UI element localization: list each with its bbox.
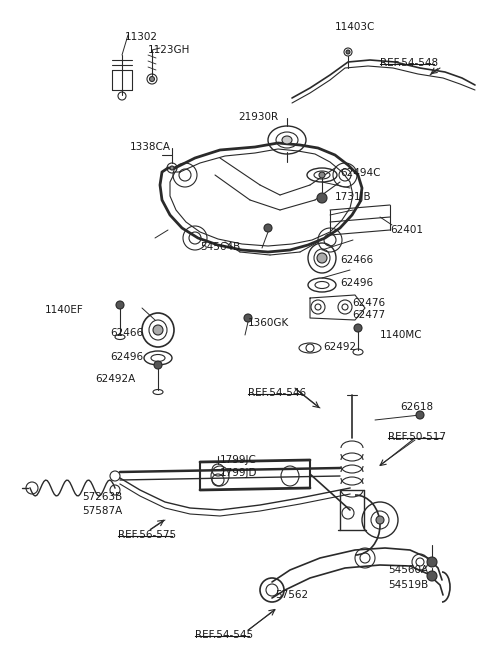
- Text: REF.54-548: REF.54-548: [380, 58, 438, 68]
- Text: 1140MC: 1140MC: [380, 330, 422, 340]
- Text: 21930R: 21930R: [238, 112, 278, 122]
- Text: 62466: 62466: [110, 328, 143, 338]
- Circle shape: [346, 50, 350, 54]
- Text: 62492: 62492: [323, 342, 356, 352]
- Text: 57587A: 57587A: [82, 506, 122, 516]
- Text: 62496: 62496: [110, 352, 143, 362]
- Text: REF.50-517: REF.50-517: [388, 432, 446, 442]
- Text: 11403C: 11403C: [335, 22, 375, 32]
- Text: 1799JD: 1799JD: [220, 468, 257, 478]
- Text: 62401: 62401: [390, 225, 423, 235]
- Circle shape: [376, 516, 384, 524]
- Circle shape: [149, 77, 155, 81]
- Text: 57562: 57562: [275, 590, 308, 600]
- Text: 62618: 62618: [400, 402, 433, 412]
- Text: 54564B: 54564B: [200, 242, 240, 252]
- Circle shape: [116, 301, 124, 309]
- Circle shape: [170, 166, 174, 170]
- Circle shape: [354, 324, 362, 332]
- Text: 1799JC: 1799JC: [220, 455, 257, 465]
- Text: 57263B: 57263B: [82, 492, 122, 502]
- Circle shape: [244, 314, 252, 322]
- Text: 11302: 11302: [125, 32, 158, 42]
- Text: 1140EF: 1140EF: [45, 305, 84, 315]
- Text: 54560A: 54560A: [388, 565, 428, 575]
- Circle shape: [416, 411, 424, 419]
- Circle shape: [427, 557, 437, 567]
- Text: 62466: 62466: [340, 255, 373, 265]
- Text: 62496: 62496: [340, 278, 373, 288]
- Text: 62476: 62476: [352, 298, 385, 308]
- Text: REF.54-546: REF.54-546: [248, 388, 306, 398]
- Circle shape: [317, 253, 327, 263]
- Ellipse shape: [282, 136, 292, 144]
- Circle shape: [427, 571, 437, 581]
- Circle shape: [154, 361, 162, 369]
- Circle shape: [264, 224, 272, 232]
- Text: 62477: 62477: [352, 310, 385, 320]
- Text: 54519B: 54519B: [388, 580, 428, 590]
- Text: 62492A: 62492A: [95, 374, 135, 384]
- Text: 1123GH: 1123GH: [148, 45, 191, 55]
- Circle shape: [319, 172, 325, 178]
- Text: REF.56-575: REF.56-575: [118, 530, 176, 540]
- Text: 1360GK: 1360GK: [248, 318, 289, 328]
- Text: 62494C: 62494C: [340, 168, 381, 178]
- Text: REF.54-545: REF.54-545: [195, 630, 253, 640]
- Text: 1338CA: 1338CA: [130, 142, 171, 152]
- Text: 1731JB: 1731JB: [335, 192, 372, 202]
- Circle shape: [317, 193, 327, 203]
- Circle shape: [153, 325, 163, 335]
